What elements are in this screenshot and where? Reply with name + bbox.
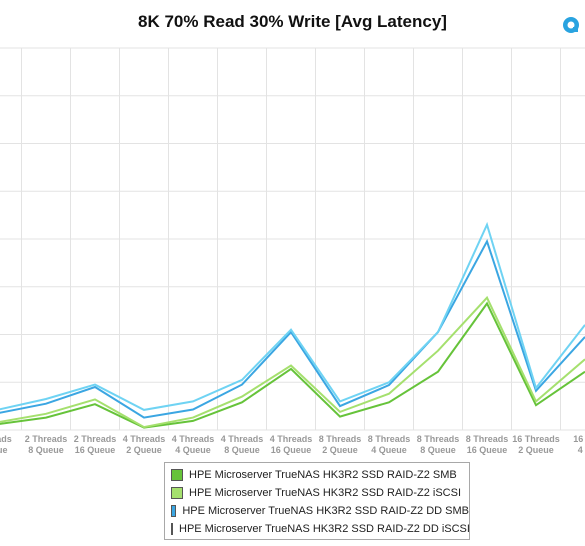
x-tick-label: 2 Queue (126, 445, 162, 455)
x-tick-label: 8 Threads (319, 434, 362, 444)
x-tick-label: 2 Queue (322, 445, 358, 455)
series-line-smb (0, 301, 585, 429)
x-tick-label: 8 Queue (224, 445, 260, 455)
chart-title: 8K 70% Read 30% Write [Avg Latency] (138, 12, 447, 31)
series-line-dd-smb (0, 238, 585, 419)
grid (0, 47, 585, 431)
x-tick-label: 16 Queue (467, 445, 508, 455)
x-tick-label: 4 Threads (221, 434, 264, 444)
legend-label-iscsi: HPE Microserver TrueNAS HK3R2 SSD RAID-Z… (189, 487, 462, 499)
x-tick-label: 4 Q (578, 445, 585, 455)
x-tick-label: 4 Queue (371, 445, 407, 455)
brand-logo-icon (563, 17, 579, 33)
legend-label-smb: HPE Microserver TrueNAS HK3R2 SSD RAID-Z… (189, 469, 457, 481)
x-tick-label: 4 Threads (172, 434, 215, 444)
legend-swatch-smb (171, 469, 183, 481)
x-tick-label: 16 Queue (271, 445, 312, 455)
legend-item-iscsi[interactable]: HPE Microserver TrueNAS HK3R2 SSD RAID-Z… (171, 484, 469, 502)
x-tick-label: 4 Threads (123, 434, 166, 444)
legend-item-dd-iscsi[interactable]: HPE Microserver TrueNAS HK3R2 SSD RAID-Z… (171, 520, 470, 538)
x-tick-label: 8 Threads (417, 434, 460, 444)
x-tick-label: ueue (0, 445, 8, 455)
x-tick-label: 8 Threads (466, 434, 509, 444)
series-line-dd-iscsi (0, 221, 585, 411)
x-tick-label: 4 Queue (175, 445, 211, 455)
x-tick-label: 4 Threads (270, 434, 313, 444)
legend-item-smb[interactable]: HPE Microserver TrueNAS HK3R2 SSD RAID-Z… (171, 466, 469, 484)
x-tick-label: 16 Th (573, 434, 585, 444)
x-tick-label: 8 Queue (28, 445, 64, 455)
legend-label-dd-iscsi: HPE Microserver TrueNAS HK3R2 SSD RAID-Z… (179, 523, 470, 535)
x-tick-label: 2 Threads (25, 434, 68, 444)
series-lines (0, 221, 585, 429)
legend-swatch-iscsi (171, 487, 183, 499)
legend-swatch-dd-smb (171, 505, 177, 517)
legend-swatch-dd-iscsi (171, 523, 173, 535)
x-tick-label: 2 Queue (518, 445, 554, 455)
x-tick-label: 8 Queue (420, 445, 456, 455)
x-tick-label: 8 Threads (368, 434, 411, 444)
legend: HPE Microserver TrueNAS HK3R2 SSD RAID-Z… (164, 462, 470, 540)
x-tick-label: 16 Threads (512, 434, 560, 444)
x-tick-label: 16 Queue (75, 445, 116, 455)
x-tick-label: hreads (0, 434, 12, 444)
x-tick-label: 2 Threads (74, 434, 117, 444)
legend-item-dd-smb[interactable]: HPE Microserver TrueNAS HK3R2 SSD RAID-Z… (171, 502, 469, 520)
legend-label-dd-smb: HPE Microserver TrueNAS HK3R2 SSD RAID-Z… (182, 505, 469, 517)
series-line-iscsi (0, 295, 585, 429)
